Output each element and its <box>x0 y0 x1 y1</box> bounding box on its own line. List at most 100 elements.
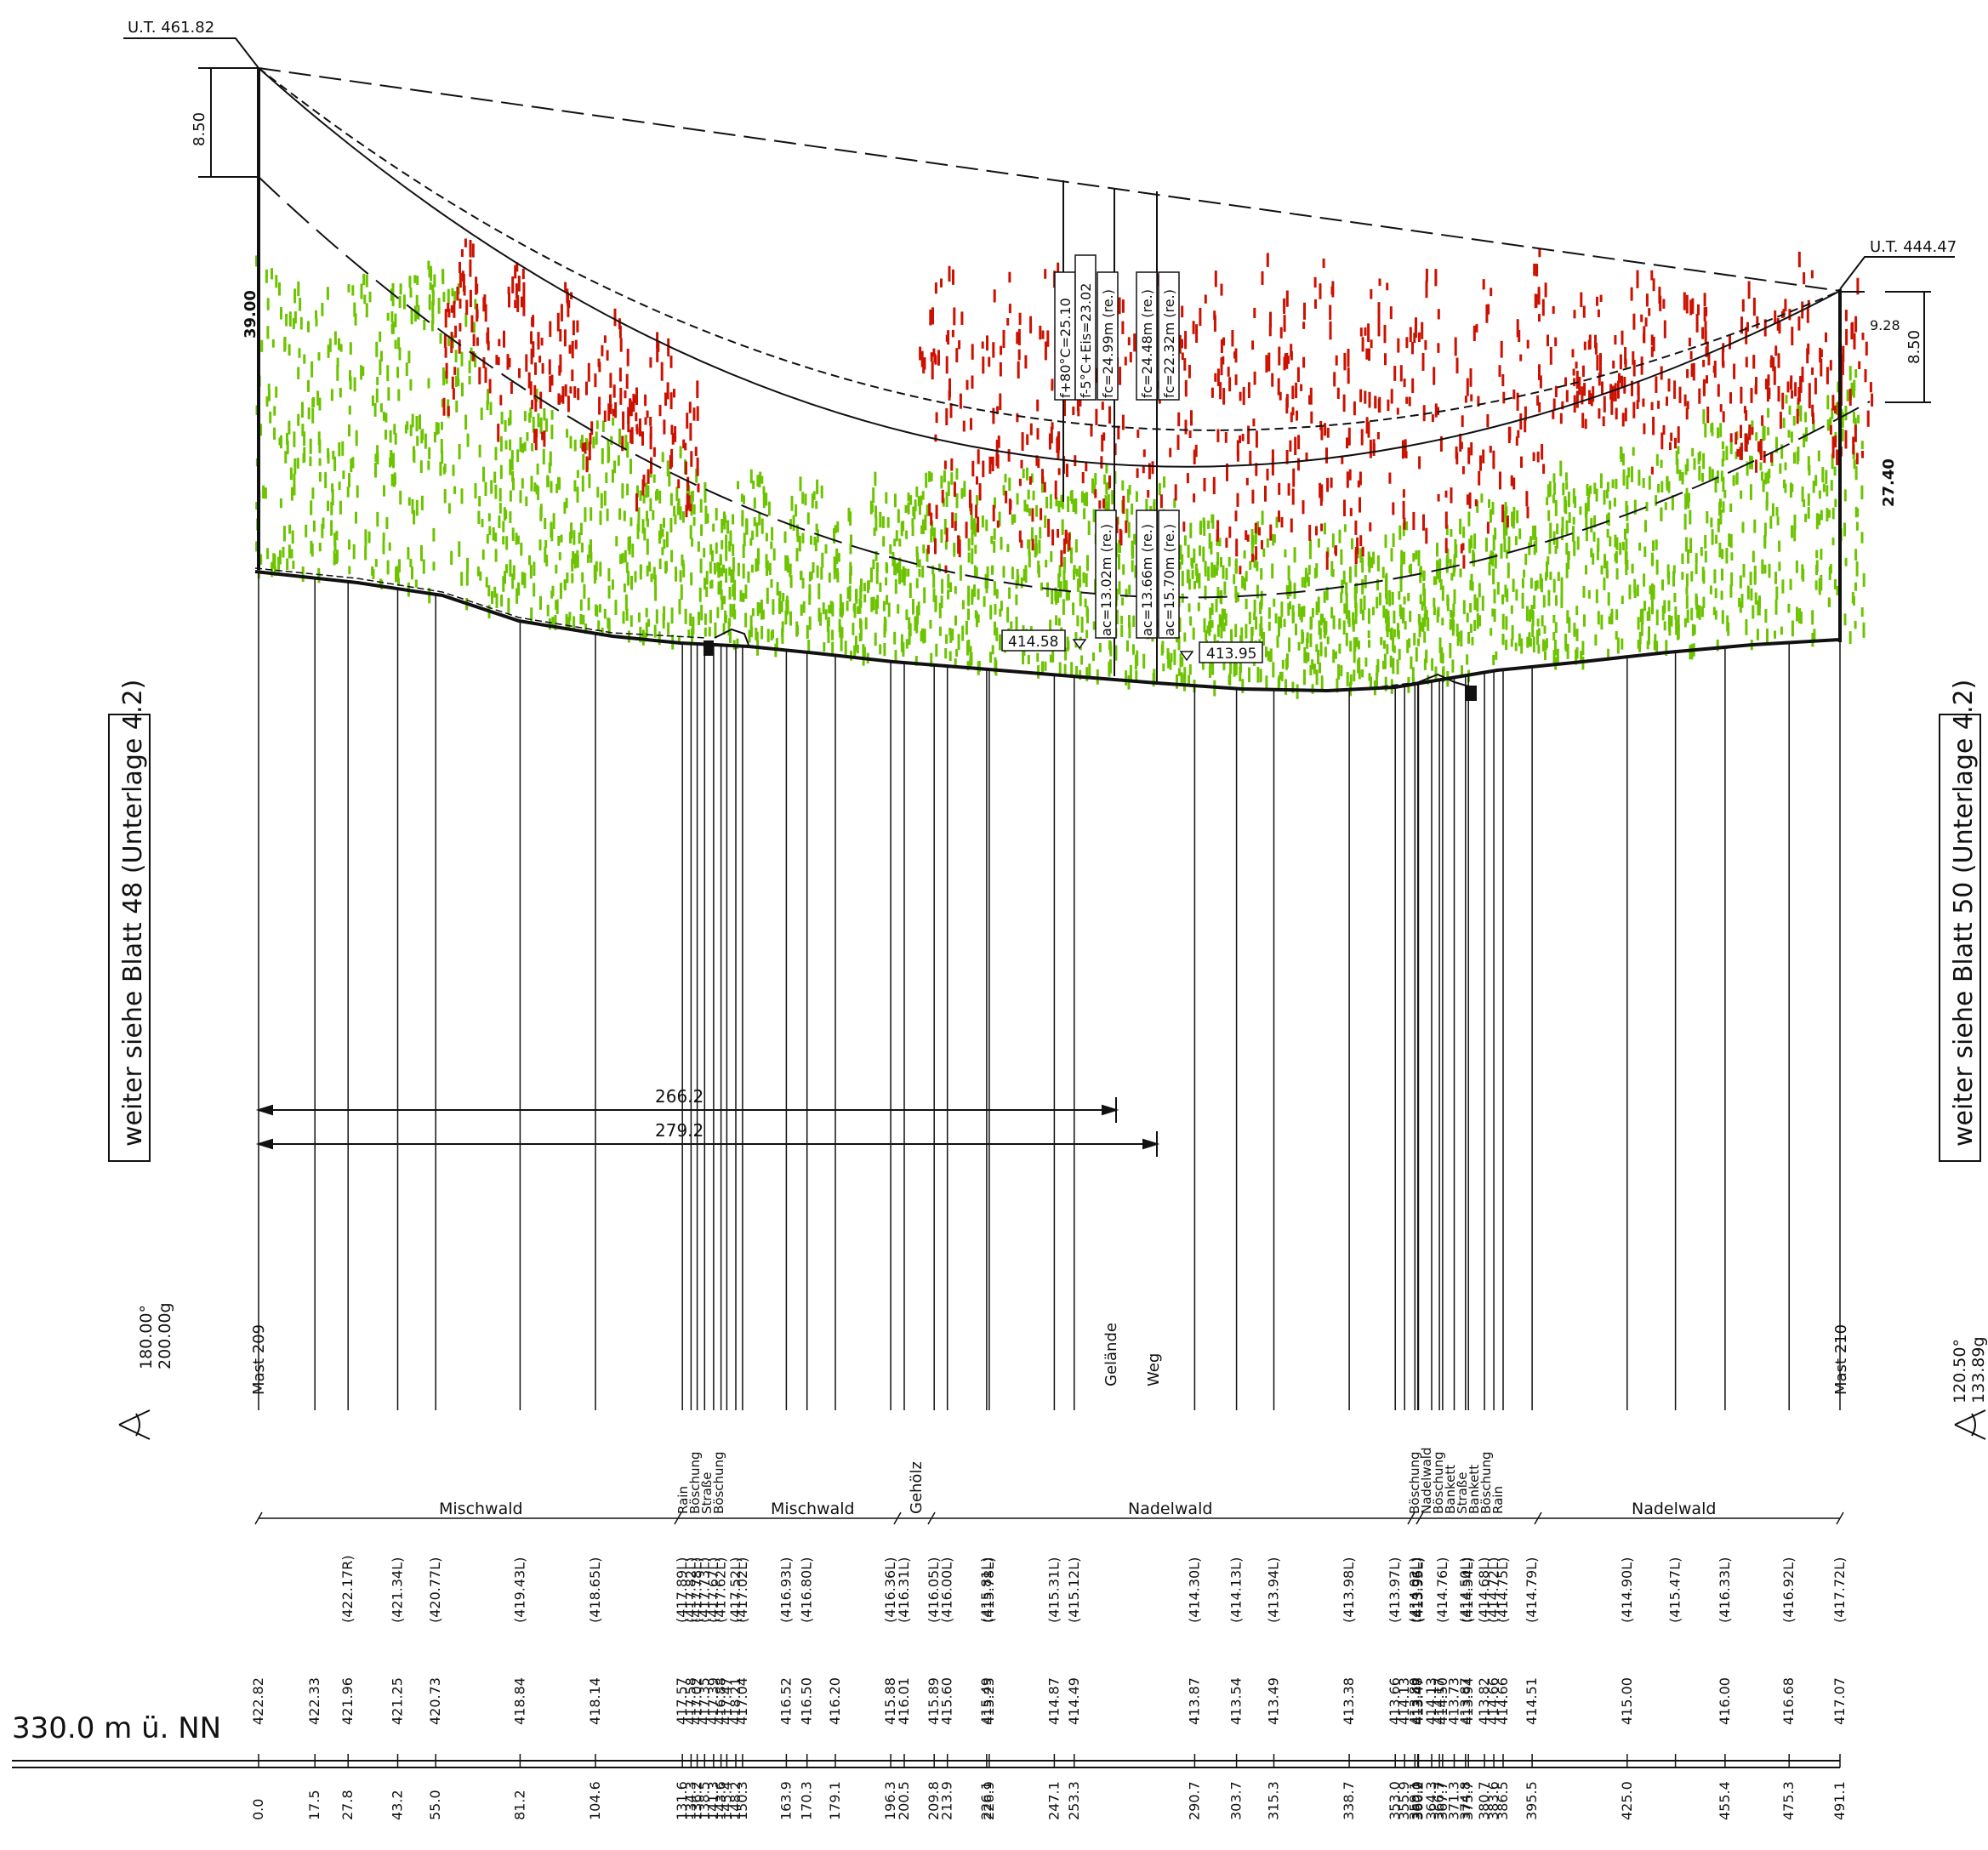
veg-point-low <box>795 621 799 637</box>
veg-point-high <box>1399 365 1403 382</box>
veg-point-low <box>1036 652 1040 663</box>
veg-point-high <box>1006 318 1010 326</box>
veg-point-low <box>1462 527 1466 538</box>
veg-point-high <box>1764 379 1768 390</box>
veg-point-low <box>390 474 394 487</box>
station-distance: 170.3 <box>799 1781 815 1820</box>
veg-point-low <box>1621 638 1624 650</box>
station-height: 414.13 <box>1423 1677 1439 1725</box>
veg-point-low <box>1248 667 1250 683</box>
veg-point-low <box>665 561 668 572</box>
veg-point-low <box>1057 500 1061 513</box>
veg-point-low <box>1002 566 1005 578</box>
veg-point-low <box>288 544 291 559</box>
veg-point-low <box>503 507 506 521</box>
veg-point-low <box>1135 491 1138 502</box>
veg-point-low <box>955 493 959 509</box>
veg-point-high <box>1643 423 1646 435</box>
veg-point-low <box>1790 431 1793 443</box>
veg-point-low <box>1607 648 1610 657</box>
veg-point-high <box>1326 477 1330 492</box>
station-height: 415.49 <box>978 1677 994 1725</box>
veg-point-low <box>801 532 805 544</box>
mast-right-offset: 8.50 <box>1905 330 1923 364</box>
veg-point-high <box>1650 466 1654 475</box>
veg-point-high <box>947 330 950 345</box>
veg-point-low <box>529 407 533 418</box>
veg-point-low <box>945 634 948 644</box>
veg-point-low <box>854 635 857 652</box>
veg-point-high <box>1041 469 1044 484</box>
veg-point-low <box>755 558 758 572</box>
veg-point-high <box>1236 440 1239 456</box>
veg-point-low <box>1340 592 1343 603</box>
veg-point-low <box>327 453 330 464</box>
veg-point-high <box>1466 494 1469 505</box>
veg-point-high <box>1611 385 1615 401</box>
veg-point-low <box>1667 481 1671 493</box>
veg-point-low <box>1338 643 1341 654</box>
veg-point-low <box>1488 561 1491 576</box>
veg-point-low <box>1114 645 1118 661</box>
veg-point-low <box>1698 465 1701 481</box>
veg-point-low <box>1843 522 1846 537</box>
veg-point-low <box>368 291 372 303</box>
veg-point-low <box>796 524 799 537</box>
veg-point-high <box>1127 337 1131 346</box>
veg-point-low <box>365 275 368 287</box>
veg-point-low <box>931 521 934 537</box>
station-distance: 131.6 <box>674 1781 690 1820</box>
veg-point-low <box>310 500 313 515</box>
veg-point-low <box>1609 536 1612 547</box>
veg-point-low <box>1829 417 1832 430</box>
veg-point-low <box>1584 503 1587 518</box>
veg-point-low <box>863 594 867 603</box>
veg-point-low <box>1505 639 1508 651</box>
veg-point-low <box>658 530 661 544</box>
veg-point-low <box>550 410 554 420</box>
veg-point-high <box>613 308 617 327</box>
veg-point-high <box>1770 452 1773 463</box>
veg-point-high <box>1356 537 1359 555</box>
veg-point-low <box>563 580 567 591</box>
veg-point-low <box>1710 517 1713 528</box>
veg-point-high <box>1808 400 1811 409</box>
station-table: 422.820.0422.3317.5(422.17R)421.9627.8(4… <box>250 1555 1848 1820</box>
veg-point-low <box>975 612 978 628</box>
veg-point-low <box>1572 526 1575 542</box>
veg-point-high <box>685 461 687 475</box>
veg-point-high <box>1486 521 1490 534</box>
veg-point-low <box>691 628 693 645</box>
veg-point-low <box>1368 640 1370 648</box>
veg-point-low <box>1677 446 1680 454</box>
veg-point-low <box>995 589 999 599</box>
veg-point-high <box>576 320 579 333</box>
veg-point-high <box>1169 447 1172 458</box>
veg-point-low <box>1241 679 1245 693</box>
veg-point-high <box>1741 299 1745 312</box>
veg-point-low <box>1534 525 1537 538</box>
veg-point-low <box>1072 498 1075 513</box>
station-height: 416.01 <box>896 1677 912 1725</box>
veg-point-high <box>1076 397 1079 412</box>
veg-point-high <box>1421 353 1425 371</box>
veg-point-low <box>1548 539 1552 555</box>
veg-point-high <box>649 426 652 440</box>
catenary-lower <box>258 176 1871 599</box>
veg-point-high <box>1329 305 1332 321</box>
veg-point-high <box>1519 413 1523 430</box>
veg-point-low <box>581 435 584 450</box>
veg-point-low <box>1595 488 1598 502</box>
ground-marker-1-value: 414.58 <box>1008 634 1058 651</box>
veg-point-low <box>1086 555 1089 572</box>
veg-point-high <box>1319 283 1322 299</box>
veg-point-low <box>1061 519 1064 535</box>
veg-point-low <box>1386 644 1389 655</box>
veg-point-low <box>1686 492 1689 506</box>
veg-point-low <box>1553 482 1556 495</box>
veg-point-high <box>1508 426 1512 441</box>
veg-point-low <box>800 604 803 616</box>
veg-point-low <box>470 347 473 361</box>
veg-point-high <box>1721 348 1724 367</box>
veg-point-low <box>1392 657 1395 675</box>
